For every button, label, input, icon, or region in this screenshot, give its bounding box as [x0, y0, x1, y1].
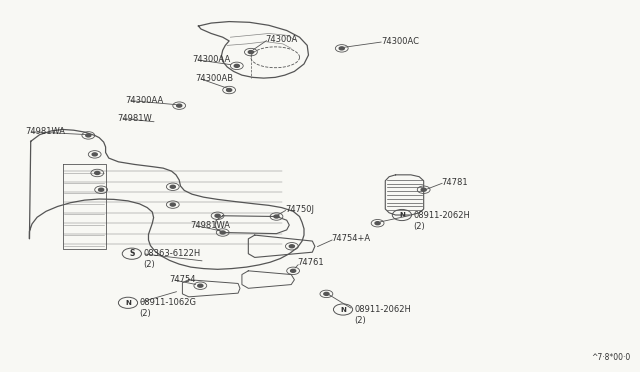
Text: 74300A: 74300A [266, 35, 298, 44]
Text: (2): (2) [413, 222, 425, 231]
Text: 74761: 74761 [297, 258, 324, 267]
Text: N: N [125, 300, 131, 306]
Text: 74981WA: 74981WA [26, 127, 65, 136]
Text: N: N [399, 212, 405, 218]
Circle shape [99, 188, 104, 191]
Circle shape [215, 214, 220, 217]
Text: 74754+A: 74754+A [332, 234, 371, 243]
Circle shape [86, 134, 91, 137]
Circle shape [170, 203, 175, 206]
Text: (2): (2) [140, 310, 151, 318]
Circle shape [289, 245, 294, 248]
Text: (2): (2) [355, 316, 366, 325]
Circle shape [234, 64, 239, 67]
Text: 74300AB: 74300AB [195, 74, 234, 83]
Circle shape [198, 284, 203, 287]
Text: 74781: 74781 [442, 178, 468, 187]
Text: 74300AA: 74300AA [125, 96, 163, 105]
Circle shape [177, 104, 182, 107]
Circle shape [170, 185, 175, 188]
Circle shape [220, 231, 225, 234]
Circle shape [274, 215, 279, 218]
Circle shape [375, 222, 380, 225]
Text: 08911-1062G: 08911-1062G [140, 298, 196, 307]
Text: 74981W: 74981W [117, 114, 152, 123]
Circle shape [339, 47, 344, 50]
Text: 08911-2062H: 08911-2062H [413, 211, 470, 219]
Text: 74300AA: 74300AA [192, 55, 230, 64]
Circle shape [291, 269, 296, 272]
Text: 08363-6122H: 08363-6122H [143, 249, 200, 258]
Circle shape [248, 51, 253, 54]
Circle shape [92, 153, 97, 156]
Text: 74754: 74754 [169, 275, 195, 284]
Text: 74981WA: 74981WA [191, 221, 231, 230]
Circle shape [421, 188, 426, 191]
Circle shape [227, 89, 232, 92]
Text: 74300AC: 74300AC [381, 37, 419, 46]
Circle shape [324, 292, 329, 295]
Circle shape [95, 171, 100, 174]
Text: N: N [340, 307, 346, 312]
Text: ^7·8*00·0: ^7·8*00·0 [591, 353, 630, 362]
Text: S: S [129, 249, 134, 258]
Text: (2): (2) [143, 260, 155, 269]
Text: 74750J: 74750J [285, 205, 314, 214]
Text: 08911-2062H: 08911-2062H [355, 305, 412, 314]
